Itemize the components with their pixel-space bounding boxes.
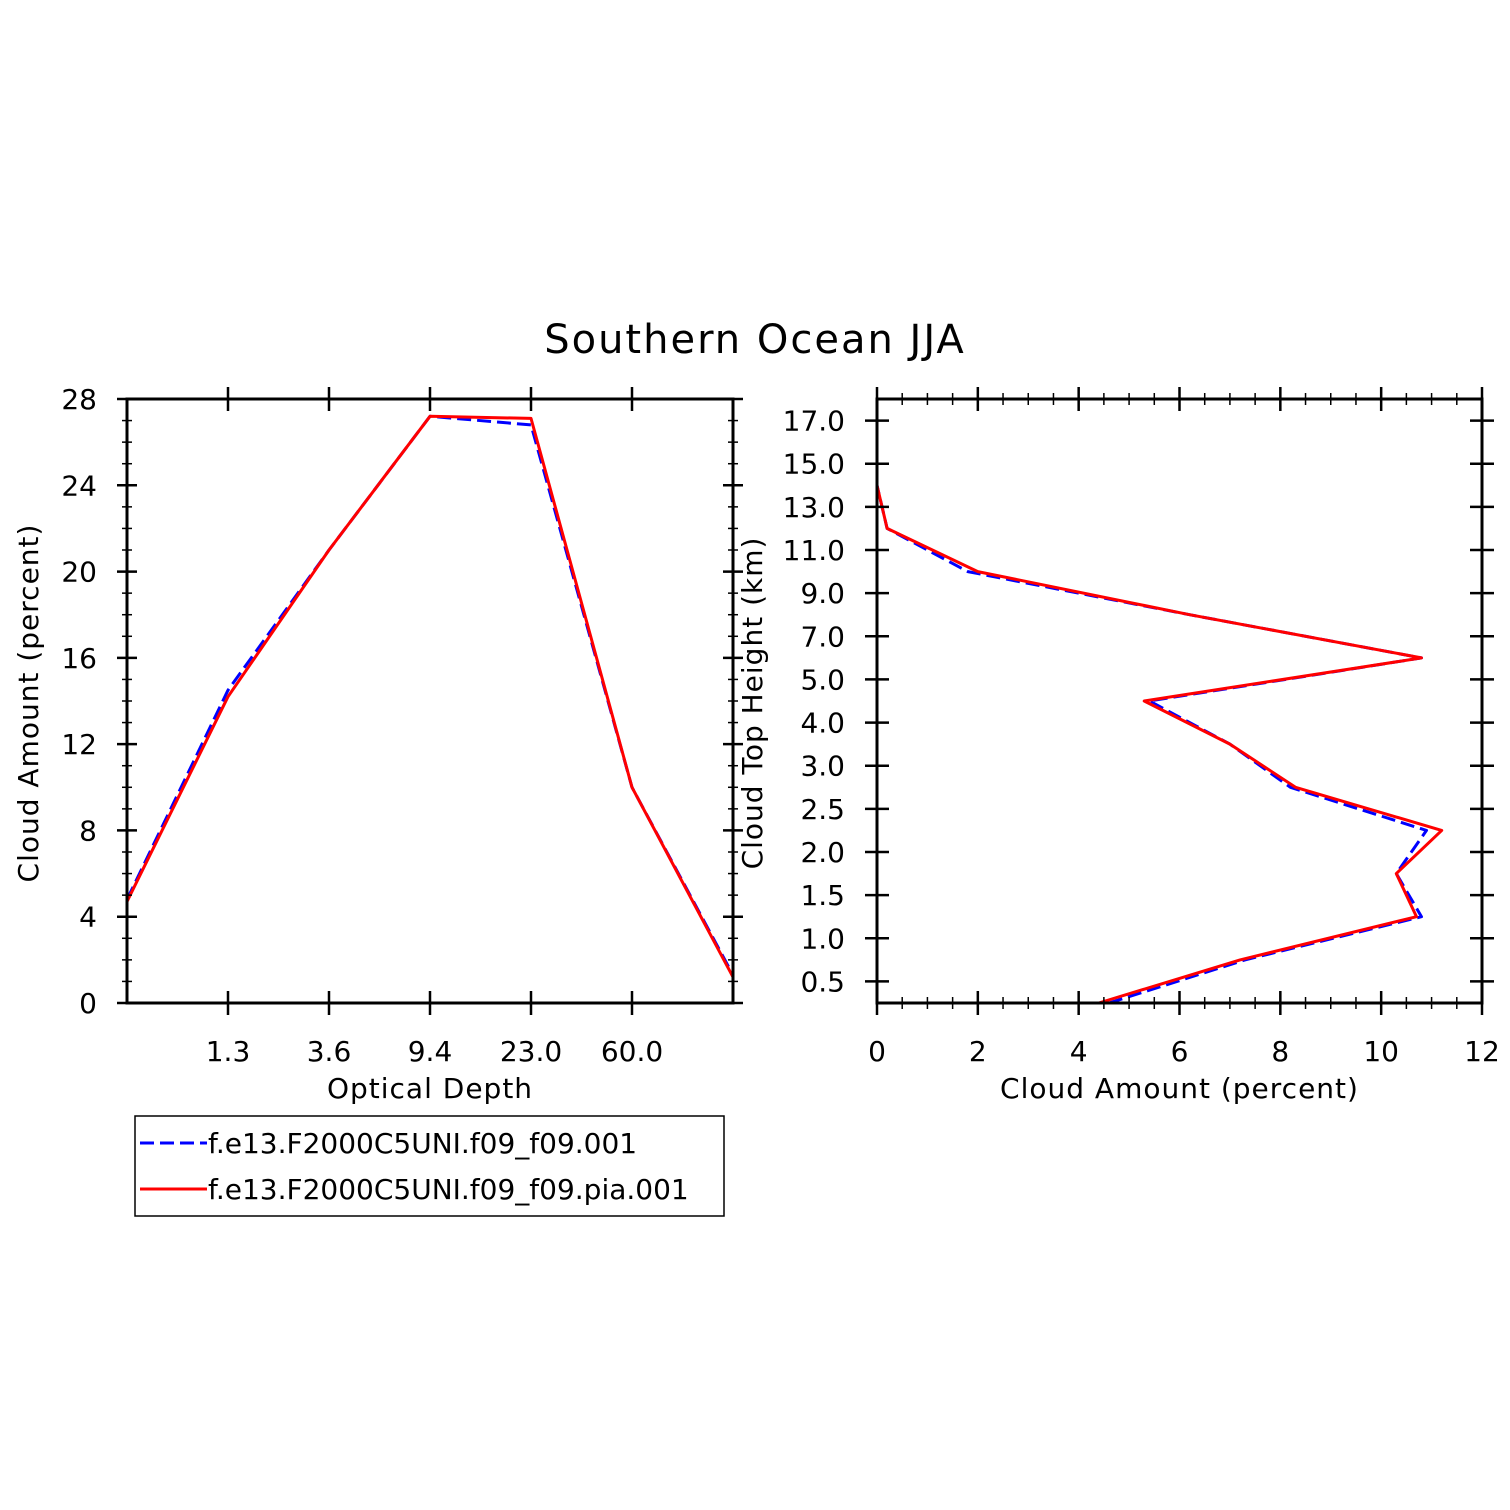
- left-y-tick-label: 28: [61, 383, 97, 416]
- right-y-tick-label: 1.5: [800, 879, 845, 912]
- left-y-tick-label: 24: [61, 469, 97, 502]
- right-y-tick-label: 4.0: [800, 707, 845, 740]
- right-x-axis-label: Cloud Amount (percent): [1000, 1072, 1359, 1105]
- left-y-tick-label: 0: [79, 987, 97, 1020]
- right-y-tick-label: 2.0: [800, 836, 845, 869]
- figure-title: Southern Ocean JJA: [544, 317, 966, 363]
- left-y-tick-label: 8: [79, 814, 97, 847]
- left-axis-ticks: 0 4 8 12 16 20 24 28 1.3 3.6 9.4 23.0 60.0: [61, 383, 743, 1068]
- right-axis-ticks: 0.5 1.0 1.5 2.0 2.5 3.0 4.0 5.0 7.0 9.0 11.0 13.0 15…: [783, 387, 1500, 1068]
- right-y-tick-label: 11.0: [783, 534, 845, 567]
- right-y-tick-label: 13.0: [783, 491, 845, 524]
- right-x-tick-label: 0: [868, 1035, 886, 1068]
- right-x-tick-label: 6: [1171, 1035, 1189, 1068]
- left-plot-frame: [125, 397, 735, 1005]
- right-y-tick-label: 5.0: [800, 663, 845, 696]
- right-plot-frame: [875, 397, 1484, 1005]
- right-y-tick-label: 17.0: [783, 405, 845, 438]
- legend: f.e13.F2000C5UNI.f09_f09.001 f.e13.F2000C…: [134, 1115, 725, 1217]
- left-y-tick-label: 20: [61, 556, 97, 589]
- left-series-line-1: [125, 414, 735, 976]
- left-x-tick-label: 9.4: [408, 1035, 453, 1068]
- left-y-tick-label: 16: [61, 642, 97, 675]
- left-x-tick-label: 1.3: [206, 1035, 251, 1068]
- right-y-tick-label: 3.0: [800, 750, 845, 783]
- right-y-tick-label: 2.5: [800, 793, 845, 826]
- left-panel-optical-depth: 0 4 8 12 16 20 24 28 1.3 3.6 9.4 23.0 60.0 Optical D…: [12, 383, 743, 1105]
- left-x-tick-label: 3.6: [307, 1035, 352, 1068]
- right-series-line-2: [875, 399, 1444, 1005]
- left-series-group: [125, 414, 735, 978]
- left-y-tick-label: 4: [79, 901, 97, 934]
- right-x-tick-label: 12: [1464, 1035, 1500, 1068]
- right-x-tick-label: 10: [1363, 1035, 1399, 1068]
- right-y-tick-label: 9.0: [800, 577, 845, 610]
- left-series-line-2: [125, 414, 735, 978]
- legend-label-2: f.e13.F2000C5UNI.f09_f09.pia.001: [208, 1173, 689, 1206]
- right-y-tick-label: 1.0: [800, 922, 845, 955]
- left-y-axis-label: Cloud Amount (percent): [12, 524, 45, 883]
- left-x-axis-label: Optical Depth: [327, 1072, 533, 1105]
- right-y-tick-label: 7.0: [800, 620, 845, 653]
- right-x-tick-label: 8: [1271, 1035, 1289, 1068]
- left-x-tick-label: 60.0: [601, 1035, 663, 1068]
- right-panel-cloud-top-height: 0.5 1.0 1.5 2.0 2.5 3.0 4.0 5.0 7.0 9.0 11.0 13.0 15…: [736, 387, 1500, 1105]
- left-x-tick-label: 23.0: [500, 1035, 562, 1068]
- legend-label-1: f.e13.F2000C5UNI.f09_f09.001: [208, 1127, 637, 1160]
- right-x-tick-label: 4: [1070, 1035, 1088, 1068]
- legend-box: [134, 1115, 725, 1217]
- legend-entries: f.e13.F2000C5UNI.f09_f09.001 f.e13.F2000C…: [140, 1127, 689, 1206]
- left-y-tick-label: 12: [61, 728, 97, 761]
- right-y-axis-label: Cloud Top Height (km): [736, 537, 769, 870]
- right-series-group: [875, 399, 1444, 1005]
- right-y-tick-label: 15.0: [783, 448, 845, 481]
- right-y-tick-label: 0.5: [800, 965, 845, 998]
- right-x-tick-label: 2: [969, 1035, 987, 1068]
